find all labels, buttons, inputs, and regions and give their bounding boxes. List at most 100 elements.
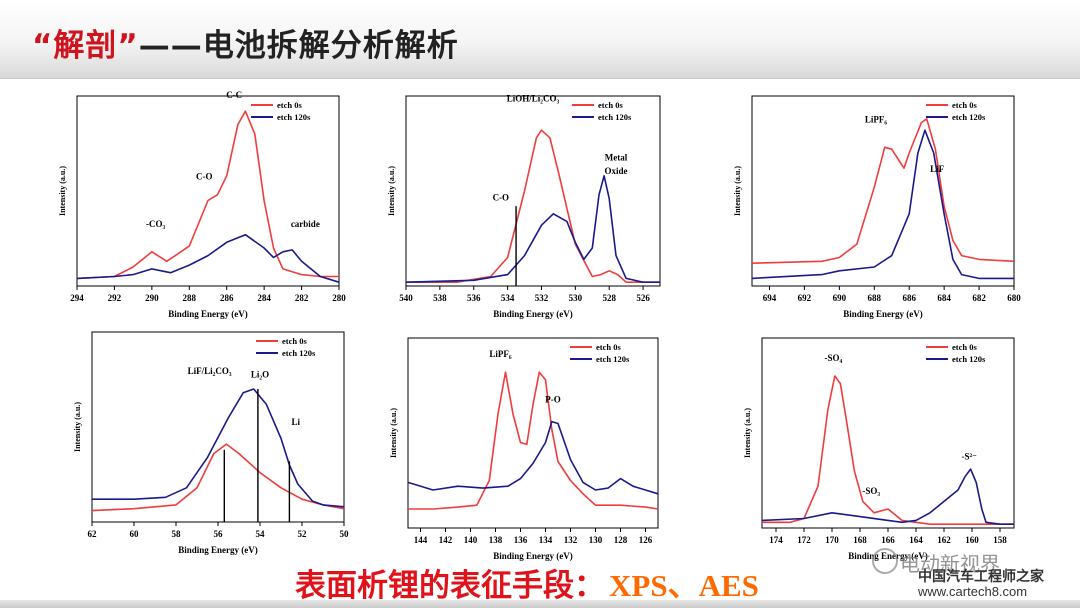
chart0-xtick-label-7: 280 [332,293,346,303]
chart5-frame [761,337,1015,529]
chart4-annotation-1: P-O [545,395,561,405]
chart3-annotation-0: LiF/Li₂CO₃ [188,366,232,376]
chart0-ylabel: Intensity (a.u.) [58,166,67,216]
chart3-ylabel: Intensity (a.u.) [73,402,82,452]
chart5-annotation-1: -SO₃ [862,486,880,496]
chart1-legend-label-1: etch 120s [598,112,632,122]
chart-panel-s2p: 174 172 170 168 166 164 162 160 158 Binding Energ… [732,330,1022,568]
chart4-annotation-0: LiPF₆ [489,349,511,359]
title-bar: “解剖”——电池拆解分析解析 [0,0,1080,79]
chart3-legend-label-1: etch 120s [282,348,316,358]
chart-panel-f1s: 694 692 690 688 686 684 682 680 Binding Energy (… [722,88,1022,326]
chart4-series-line-1 [407,420,659,495]
chart2-legend-label-0: etch 0s [952,100,977,110]
chart1-xtick-label-1: 538 [433,293,447,303]
chart0-legend-label-1: etch 120s [277,112,311,122]
chart5-legend-label-1: etch 120s [952,354,986,364]
chart3-series-line-0 [91,443,345,512]
chart1-annotation-3: C-O [493,193,510,203]
chart4-ylabel: Intensity (a.u.) [389,408,398,458]
chart4-xtick-label-4: 136 [514,535,528,545]
chart3-xtick-label-6: 50 [340,529,350,539]
chart0-xtick-label-2: 290 [145,293,159,303]
chart5-series-line-0 [762,375,1014,525]
chart5-xtick-label-8: 158 [993,535,1007,545]
chart5-xtick-label-7: 160 [965,535,979,545]
chart1-annotation-1: Metal [605,153,628,163]
chart3-xtick-label-4: 54 [256,529,266,539]
chart4-xtick-label-8: 128 [614,535,628,545]
chart2-xtick-label-2: 690 [833,293,847,303]
chart4-xtick-label-1: 142 [439,535,453,545]
chart4-xtick-label-7: 130 [589,535,603,545]
footer-caption-en: XPS、AES [609,568,759,603]
chart5-series-line-1 [761,468,1014,525]
xps-chart-c1s: 294 292 290 288 286 284 282 280 Binding Energy (… [58,90,346,319]
chart0-annotation-0: -CO₃ [146,219,165,229]
chart1-xtick-label-4: 532 [535,293,549,303]
chart2-xtick-label-5: 684 [937,293,951,303]
chart0-series-line-0 [76,110,339,280]
chart-panel-li1s: 62 60 58 56 54 52 50 Binding Energy (eV) Intensi… [62,324,352,562]
chart4-xtick-label-6: 132 [564,535,578,545]
watermark-brand: 电动新视界 [900,552,1000,576]
chart0-xtick-label-4: 286 [220,293,234,303]
chart-panel-c1s: 294 292 290 288 286 284 282 280 Binding Energy (… [47,88,347,326]
chart-panel-p2p: 144 142 140 138 136 134 132 130 128 126 Binding En… [378,330,666,568]
chart2-frame [751,95,1015,287]
chart4-xtick-label-2: 140 [464,535,478,545]
chart0-xtick-label-1: 292 [108,293,122,303]
chart2-series-line-0 [751,118,1015,264]
chart5-xtick-label-0: 174 [769,535,783,545]
page-title-quote: “解剖” [32,28,139,64]
chart1-annotation-0: LiOH/Li₂CO₃ [507,94,560,104]
chart2-legend-label-1: etch 120s [952,112,986,122]
bottom-bar [0,600,1080,608]
chart0-legend-label-0: etch 0s [277,100,302,110]
chart2-xtick-label-4: 686 [902,293,916,303]
chart0-xtick-label-0: 294 [70,293,84,303]
chart4-frame [407,337,659,529]
chart0-annotation-3: carbide [291,219,320,229]
chart2-xtick-label-0: 694 [763,293,777,303]
chart3-xtick-label-1: 60 [130,529,140,539]
chart5-xtick-label-1: 172 [797,535,811,545]
xps-chart-o1s: 540 538 536 534 532 530 528 526 Binding Energy (… [387,94,661,319]
chart4-xtick-label-3: 138 [489,535,503,545]
chart0-frame [76,95,340,287]
chart1-xtick-label-0: 540 [399,293,413,303]
chart1-legend-label-0: etch 0s [598,100,623,110]
chart-panel-o1s: 540 538 536 534 532 530 528 526 Binding Energy (… [376,88,668,326]
chart0-annotation-2: C-C [226,90,242,100]
xps-chart-p2p: 144 142 140 138 136 134 132 130 128 126 Binding En… [389,337,659,561]
chart1-series-line-0 [406,129,660,283]
chart4-legend-label-1: etch 120s [596,354,630,364]
chart3-annotation-1: Li₂O [251,370,269,380]
xps-chart-f1s: 694 692 690 688 686 684 682 680 Binding Energy (… [733,95,1021,319]
chart5-xtick-label-2: 170 [825,535,839,545]
footer-caption-cn: 表面析锂的表征手段： [295,568,605,604]
chart3-xtick-label-2: 58 [172,529,182,539]
chart4-xtick-label-5: 134 [539,535,553,545]
chart1-frame [405,95,661,287]
chart1-xtick-label-5: 530 [569,293,583,303]
chart1-xtick-label-2: 536 [467,293,481,303]
chart3-xtick-label-0: 62 [88,529,98,539]
chart2-xtick-label-6: 682 [972,293,986,303]
chart5-ylabel: Intensity (a.u.) [743,408,752,458]
chart1-annotation-2: Oxide [604,166,627,176]
chart4-xtick-label-9: 126 [639,535,653,545]
chart2-xtick-label-1: 692 [798,293,812,303]
chart3-legend-label-0: etch 0s [282,336,307,346]
chart0-xtick-label-3: 288 [183,293,197,303]
chart3-xtick-label-5: 52 [298,529,308,539]
chart0-xtick-label-5: 284 [257,293,271,303]
footer-caption: 表面析锂的表征手段： XPS、AES [295,560,759,605]
chart0-annotation-1: C-O [196,172,213,182]
chart3-annotation-2: Li [291,417,300,427]
chart2-xtick-label-3: 688 [868,293,882,303]
chart4-series-line-0 [408,371,659,510]
chart1-xtick-label-6: 528 [602,293,616,303]
chart2-annotation-1: LiF [930,164,945,174]
